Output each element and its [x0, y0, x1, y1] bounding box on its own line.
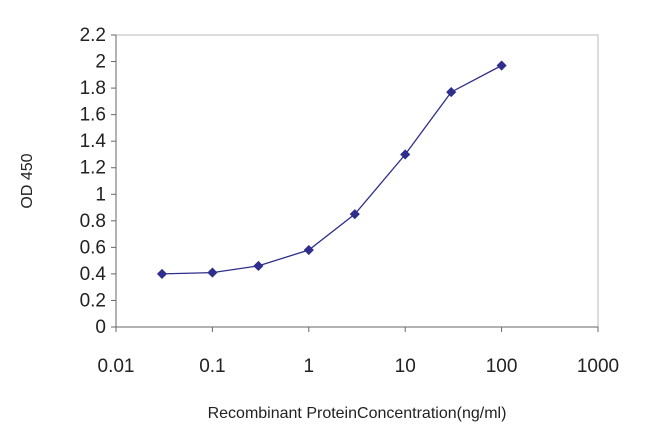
data-point — [496, 60, 507, 71]
x-tick-label: 100 — [486, 356, 518, 377]
series-layer — [156, 60, 507, 279]
y-tick-label: 1.4 — [80, 131, 107, 152]
data-point — [446, 87, 457, 98]
x-ticks: 0.01 0.1 1 10 100 1000 — [98, 327, 619, 377]
x-tick-label: 1000 — [577, 356, 619, 377]
data-point — [303, 244, 314, 256]
data-point — [349, 209, 360, 220]
y-tick-label: 0 — [95, 317, 106, 338]
plot-area — [115, 34, 599, 328]
y-tick-label: 0.2 — [80, 290, 106, 311]
y-tick-label: 1.6 — [80, 105, 106, 126]
y-tick-label: 0.8 — [80, 211, 106, 232]
y-tick-label: 2 — [95, 52, 106, 73]
x-tick-label: 10 — [395, 356, 416, 377]
x-tick-label: 0.1 — [199, 356, 225, 377]
x-tick-label: 1 — [304, 356, 315, 377]
data-point — [253, 260, 264, 272]
y-tick-label: 1 — [95, 184, 106, 205]
y-ticks: 0 0.2 0.4 0.6 0.8 1 1.2 1.4 1.6 1.8 2 2.2 — [80, 25, 116, 338]
data-point — [156, 268, 168, 279]
y-tick-label: 1.8 — [80, 78, 106, 99]
y-tick-label: 1.2 — [80, 158, 106, 179]
data-point — [400, 149, 411, 160]
x-axis-title: Recombinant ProteinConcentration(ng/ml) — [208, 405, 507, 422]
y-axis-title: OD 450 — [19, 153, 36, 208]
data-point — [207, 267, 218, 278]
y-tick-label: 2.2 — [80, 25, 106, 46]
y-tick-label: 0.4 — [80, 264, 107, 285]
y-tick-label: 0.6 — [80, 237, 106, 258]
series-line — [161, 64, 502, 275]
x-tick-label: 0.01 — [98, 356, 135, 377]
